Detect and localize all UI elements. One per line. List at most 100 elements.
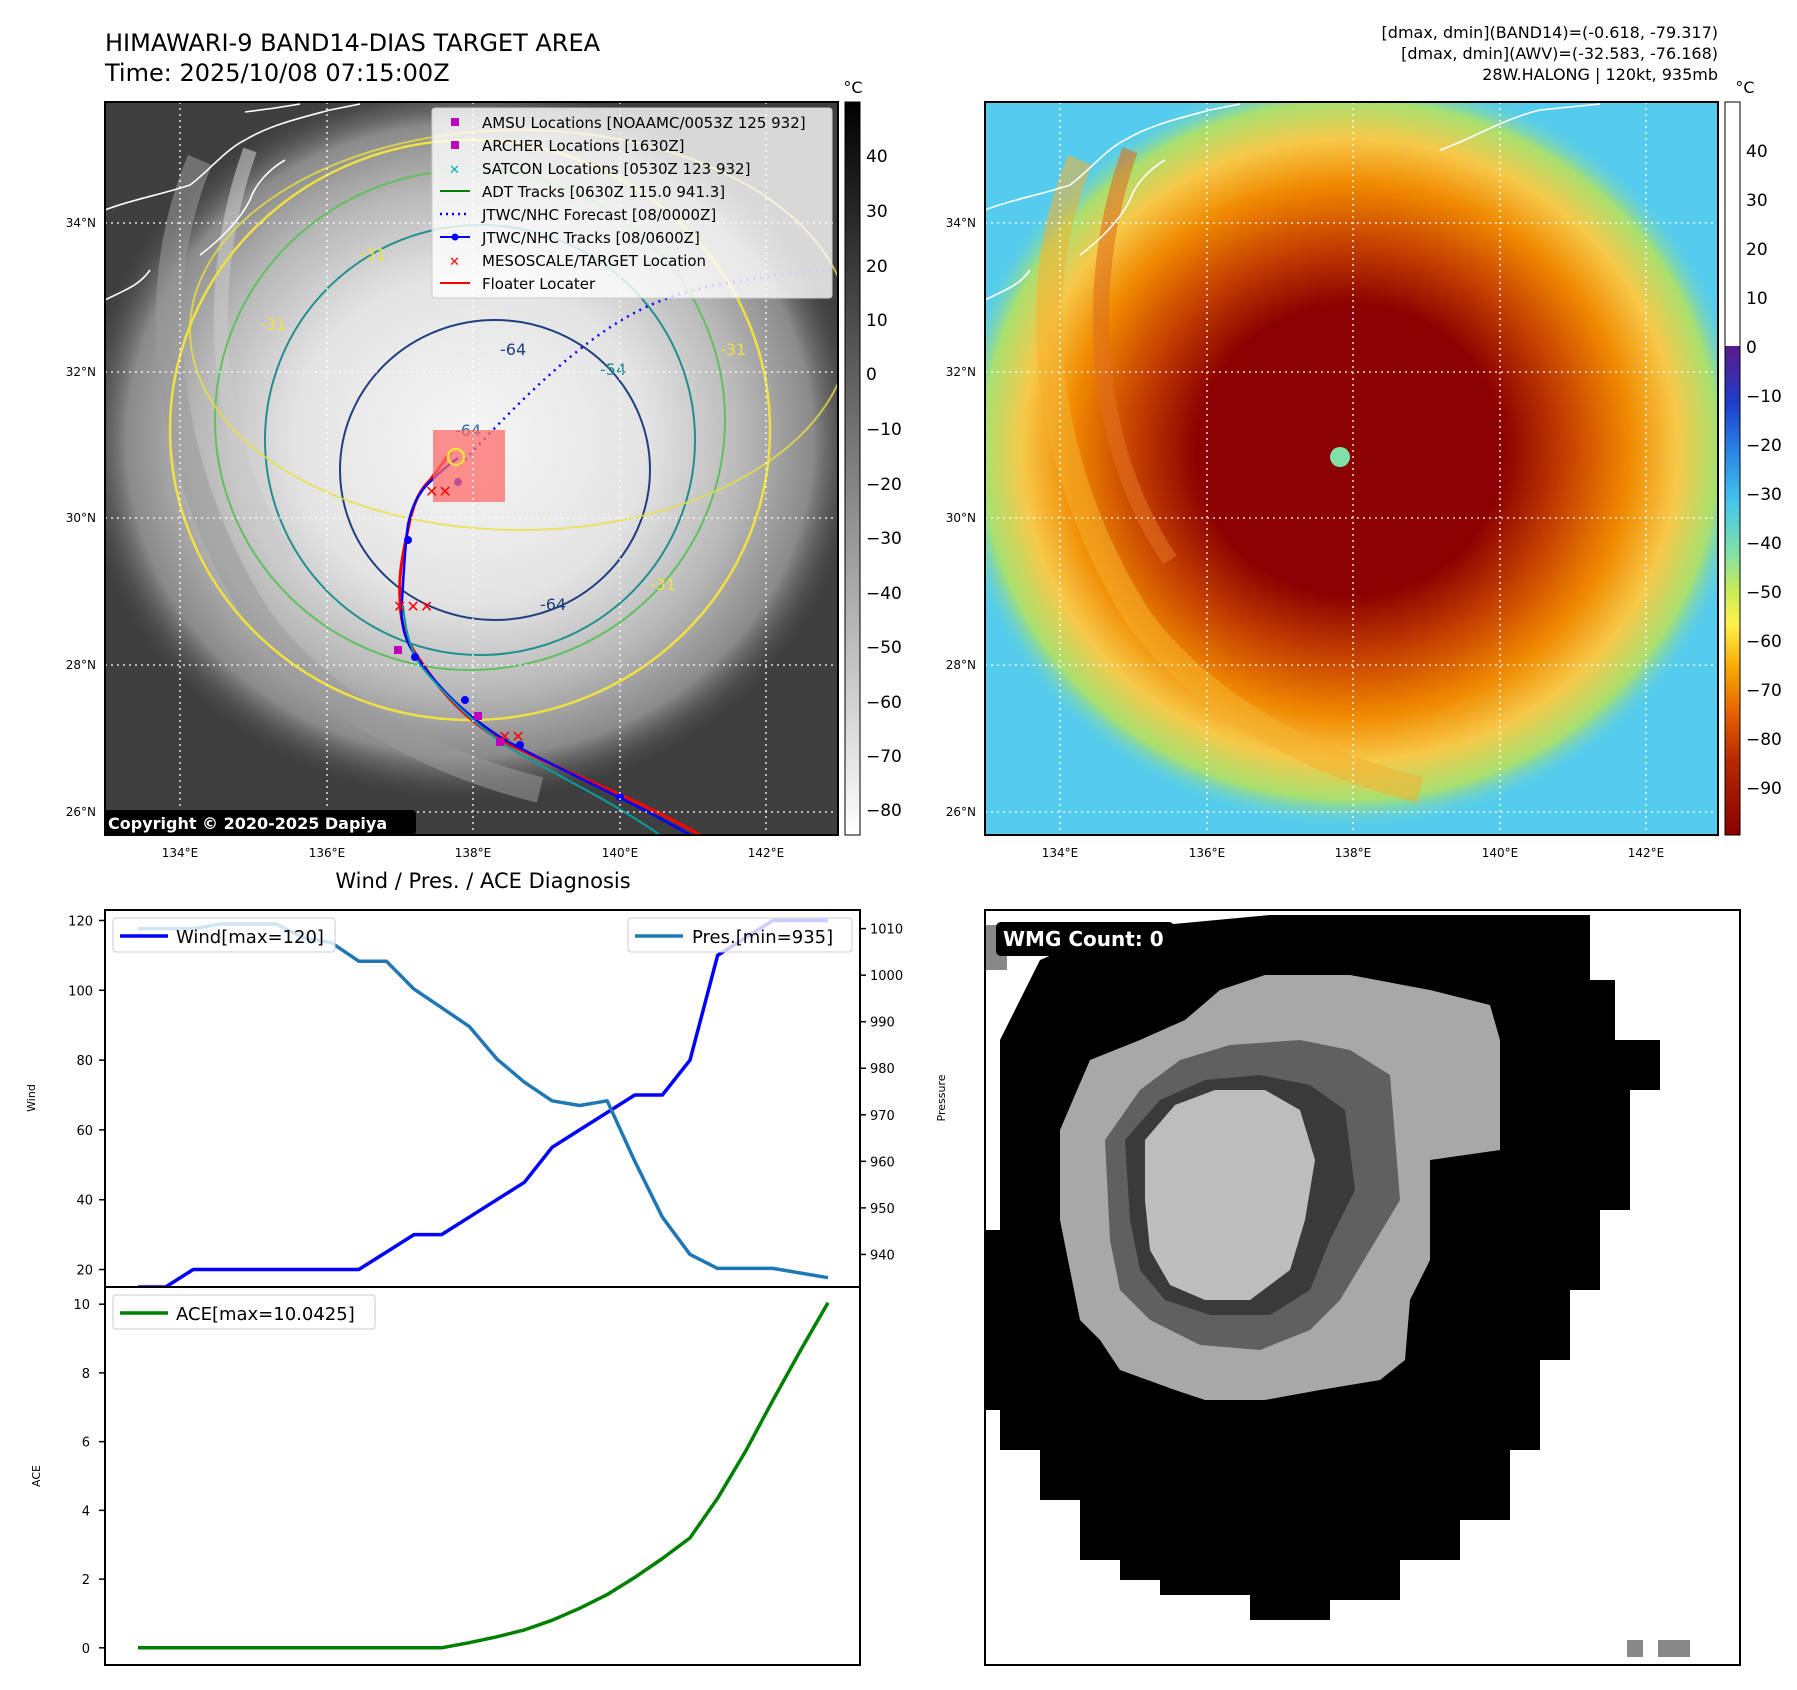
- legend-label: JTWC/NHC Forecast [08/0000Z]: [481, 206, 716, 224]
- colorbar-tick: 10: [866, 311, 888, 331]
- wind-tick-label: 100: [68, 984, 93, 999]
- pressure-tick-label: 990: [870, 1016, 895, 1031]
- legend-label: ARCHER Locations [1630Z]: [482, 137, 685, 155]
- right-lon-labels: 134°E 136°E 138°E 140°E 142°E: [1042, 846, 1665, 860]
- ace-series-line: [138, 1301, 830, 1650]
- jtwc-track-point: [516, 741, 524, 749]
- right-map-rainband: [1035, 154, 1424, 803]
- wind-tick-label: 60: [76, 1124, 93, 1139]
- lat-tick: 28°N: [66, 658, 96, 672]
- colorbar-tick: −70: [866, 747, 902, 767]
- colorbar-tick: 30: [866, 202, 888, 222]
- ace-axis-label: ACE: [30, 1465, 43, 1487]
- lat-tick: 34°N: [946, 216, 976, 230]
- ace-tick-label: 8: [82, 1367, 90, 1382]
- wind-axis-label: Wind: [25, 1084, 38, 1112]
- pressure-tick-label: 1010: [870, 923, 903, 938]
- contour-label: -31: [720, 340, 746, 359]
- lat-tick: 30°N: [946, 511, 976, 525]
- left-map-panel: -31 -31 -31 -64 -64 -64 -54 -31: [66, 101, 839, 860]
- colorbar-tick: −50: [866, 638, 902, 658]
- pressure-tick-label: 940: [870, 1248, 895, 1263]
- gray-colorbar-fill: [844, 101, 861, 836]
- colorbar-tick: −70: [1746, 681, 1782, 701]
- lat-tick: 32°N: [66, 365, 96, 379]
- gray-colorbar-unit: °C: [843, 78, 862, 97]
- wind-left-ticks: 20 40 60 80 100 120: [68, 914, 105, 1279]
- wmg-panel: WMG Count: 0: [984, 909, 1741, 1666]
- contour-label: -64: [540, 595, 566, 614]
- lon-tick: 136°E: [309, 846, 346, 860]
- jtwc-forecast-track: [459, 266, 838, 466]
- legend-marker-satcon: ✕: [449, 163, 460, 178]
- right-map-panel: 34°N 32°N 30°N 28°N 26°N 134°E 136°E 138…: [946, 101, 1719, 860]
- colorbar-tick: −40: [866, 584, 902, 604]
- colorbar-tick: −60: [1746, 632, 1782, 652]
- lat-tick: 32°N: [946, 365, 976, 379]
- colorbar-tick: 0: [866, 365, 877, 385]
- right-lat-labels: 34°N 32°N 30°N 28°N 26°N: [946, 216, 976, 819]
- colorbar-tick: −60: [866, 693, 902, 713]
- ace-tick-label: 0: [82, 1642, 90, 1657]
- right-map-frame: [984, 101, 1719, 836]
- contour-label: -54: [600, 360, 626, 379]
- legend-label: SATCON Locations [0530Z 123 932]: [482, 160, 750, 178]
- lat-tick: 26°N: [66, 805, 96, 819]
- colorbar-tick: −10: [866, 420, 902, 440]
- contour-label: -64: [500, 340, 526, 359]
- color-colorbar: °C 40 30 20 10 0 −10 −20 −30 −40 −50 −60…: [1724, 78, 1782, 836]
- wmg-pixel: [1627, 1640, 1643, 1657]
- contour-label: -31: [360, 245, 386, 264]
- wmg-count-badge: [996, 922, 1174, 956]
- diagnosis-charts: Wind / Pres. / ACE Diagnosis Wind Pressu…: [25, 869, 948, 1666]
- pressure-tick-label: 950: [870, 1202, 895, 1217]
- left-map-rainband: [155, 154, 544, 803]
- lat-tick: 30°N: [66, 511, 96, 525]
- legend-marker-tracks-dot: [451, 233, 459, 241]
- ace-legend-box: [112, 1294, 376, 1330]
- colorbar-tick: −20: [1746, 436, 1782, 456]
- color-colorbar-ticks: 40 30 20 10 0 −10 −20 −30 −40 −50 −60 −7…: [1746, 142, 1782, 799]
- colorbar-tick: −20: [866, 475, 902, 495]
- colorbar-tick: −40: [1746, 534, 1782, 554]
- pressure-tick-label: 1000: [870, 969, 903, 984]
- jtwc-track-point: [411, 653, 419, 661]
- lon-tick: 138°E: [1335, 846, 1372, 860]
- wind-tick-label: 20: [76, 1264, 93, 1279]
- left-lat-labels: 34°N 32°N 30°N 28°N 26°N: [66, 216, 96, 819]
- ace-tick-label: 4: [82, 1504, 90, 1519]
- mesoscale-marker: ✕✕: [498, 727, 525, 746]
- left-map-frame: [104, 101, 839, 836]
- ace-tick-label: 10: [73, 1298, 90, 1313]
- left-map-legend: AMSU Locations [NOAAMC/0053Z 125 932] AR…: [431, 107, 833, 299]
- wind-legend-label: Wind[max=120]: [176, 927, 324, 948]
- ace-legend-label: ACE[max=10.0425]: [176, 1304, 355, 1325]
- lat-tick: 34°N: [66, 216, 96, 230]
- color-colorbar-top: [1725, 102, 1740, 346]
- lon-tick: 142°E: [1628, 846, 1665, 860]
- copyright-badge: [104, 810, 416, 835]
- left-lon-labels: 134°E 136°E 138°E 140°E 142°E: [162, 846, 785, 860]
- colorbar-tick: −10: [1746, 387, 1782, 407]
- lat-tick: 28°N: [946, 658, 976, 672]
- colorbar-tick: 10: [1746, 289, 1768, 309]
- wind-series-line: [138, 918, 828, 1289]
- wmg-pixel: [1658, 1640, 1690, 1657]
- jtwc-track-point: [616, 793, 624, 801]
- legend-label: ADT Tracks [0630Z 115.0 941.3]: [482, 183, 725, 201]
- legend-marker-amsu: [451, 118, 459, 126]
- legend-label: AMSU Locations [NOAAMC/0053Z 125 932]: [482, 114, 806, 132]
- ace-left-ticks: 0 2 4 6 8 10: [73, 1298, 105, 1657]
- color-colorbar-frame: [1724, 101, 1741, 836]
- jtwc-track-point: [461, 696, 469, 704]
- wind-tick-label: 120: [68, 914, 93, 929]
- ace-axes: [104, 1286, 861, 1666]
- lon-tick: 140°E: [1482, 846, 1519, 860]
- wind-right-ticks: 940 950 960 970 980 990 1000 1010: [860, 923, 903, 1263]
- figure-time: Time: 2025/10/08 07:15:00Z: [104, 59, 450, 87]
- wmg-region-eye: [1145, 1090, 1315, 1300]
- copyright-text: Copyright © 2020-2025 Dapiya: [108, 814, 387, 833]
- legend-label: JTWC/NHC Tracks [08/0600Z]: [481, 229, 700, 247]
- stats-awv: [dmax, dmin](AWV)=(-32.583, -76.168): [1401, 44, 1718, 63]
